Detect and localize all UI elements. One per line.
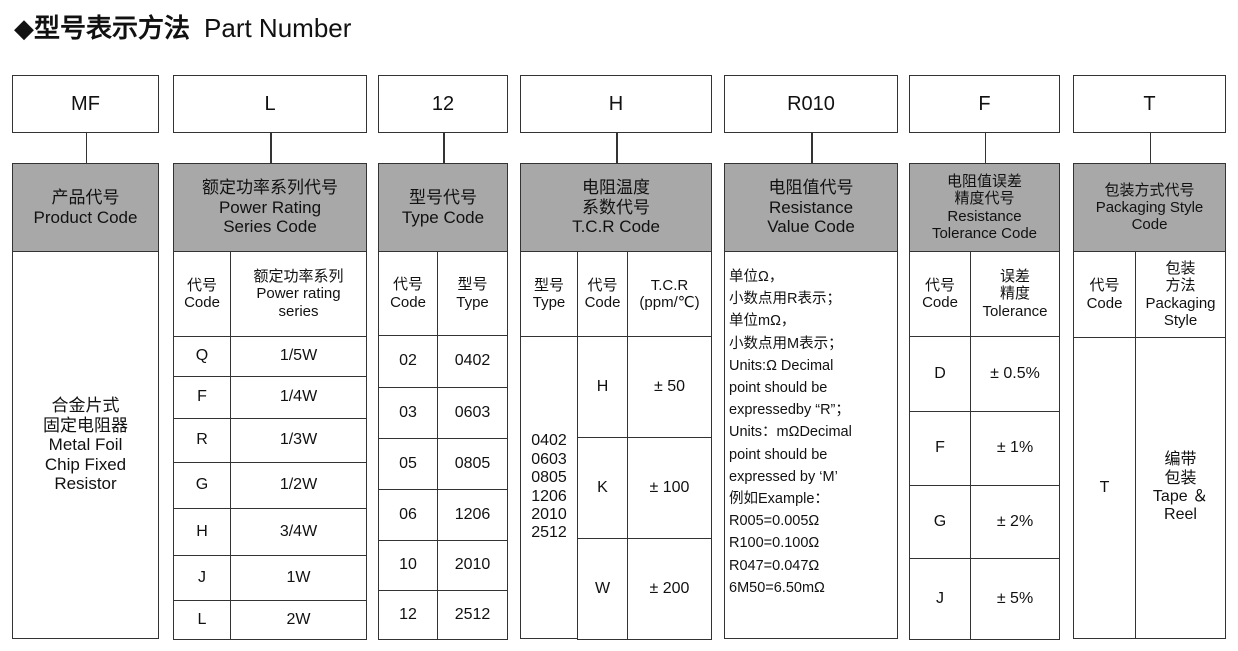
row-code: 03 bbox=[378, 387, 438, 439]
header-resistance-value: 电阻值代号 Resistance Value Code bbox=[724, 163, 898, 252]
col-code: 代号 Code bbox=[577, 251, 628, 337]
header-product-code: 产品代号 Product Code bbox=[12, 163, 159, 252]
code-box: R010 bbox=[724, 75, 898, 133]
row-code: G bbox=[909, 485, 971, 559]
connector-line bbox=[270, 132, 272, 164]
row-code: T bbox=[1073, 337, 1136, 639]
col-type: 型号 Type bbox=[520, 251, 578, 337]
header-tolerance-code: 电阻值误差 精度代号 Resistance Tolerance Code bbox=[909, 163, 1060, 252]
product-description: 合金片式 固定电阻器 Metal Foil Chip Fixed Resisto… bbox=[12, 251, 159, 639]
row-value: ± 0.5% bbox=[970, 336, 1060, 412]
row-value: 0402 bbox=[437, 335, 508, 388]
code-box: F bbox=[909, 75, 1060, 133]
diamond-icon: ◆ bbox=[14, 13, 34, 43]
col-packaging: 包装 方法 Packaging Style bbox=[1135, 251, 1226, 338]
header-tcr-code: 电阻温度 系数代号 T.C.R Code bbox=[520, 163, 712, 252]
row-value: 1/3W bbox=[230, 418, 367, 463]
row-code: H bbox=[577, 336, 628, 438]
connector-line bbox=[984, 132, 986, 164]
row-code: F bbox=[909, 411, 971, 486]
connector-line bbox=[85, 132, 87, 164]
col-tolerance: 误差 精度 Tolerance bbox=[970, 251, 1060, 337]
code-box: 12 bbox=[378, 75, 508, 133]
row-code: L bbox=[173, 600, 231, 640]
row-code: 10 bbox=[378, 540, 438, 591]
row-code: 05 bbox=[378, 438, 438, 490]
row-value: 编带 包装 Tape ＆ Reel bbox=[1135, 337, 1226, 639]
row-value: ± 100 bbox=[627, 437, 712, 539]
title-en: Part Number bbox=[204, 13, 352, 43]
row-code: 06 bbox=[378, 489, 438, 541]
connector-line bbox=[443, 132, 445, 164]
connector-line bbox=[811, 132, 813, 164]
row-code: K bbox=[577, 437, 628, 539]
connector-line bbox=[1149, 132, 1151, 164]
header-packaging-style: 包装方式代号 Packaging Style Code bbox=[1073, 163, 1226, 252]
col-code: 代号 Code bbox=[909, 251, 971, 337]
row-code: G bbox=[173, 462, 231, 509]
row-value: ± 5% bbox=[970, 558, 1060, 640]
row-code: H bbox=[173, 508, 231, 556]
header-power-rating: 额定功率系列代号 Power Rating Series Code bbox=[173, 163, 367, 252]
code-box: H bbox=[520, 75, 712, 133]
type-list: 0402 0603 0805 1206 2010 2512 bbox=[520, 336, 578, 639]
row-value: 0603 bbox=[437, 387, 508, 439]
row-value: 2010 bbox=[437, 540, 508, 591]
col-tcr: T.C.R (ppm/℃) bbox=[627, 251, 712, 337]
code-box: T bbox=[1073, 75, 1226, 133]
title-zh: 型号表示方法 bbox=[34, 13, 191, 43]
row-value: 1/5W bbox=[230, 336, 367, 377]
row-value: 1W bbox=[230, 555, 367, 601]
row-code: F bbox=[173, 376, 231, 419]
row-code: J bbox=[173, 555, 231, 601]
col-power-series: 额定功率系列 Power rating series bbox=[230, 251, 367, 337]
code-box: MF bbox=[12, 75, 159, 133]
row-value: 2512 bbox=[437, 590, 508, 640]
row-value: ± 200 bbox=[627, 538, 712, 640]
page-title: ◆型号表示方法 Part Number bbox=[14, 8, 351, 45]
row-value: ± 50 bbox=[627, 336, 712, 438]
row-code: Q bbox=[173, 336, 231, 377]
row-code: D bbox=[909, 336, 971, 412]
row-value: 1206 bbox=[437, 489, 508, 541]
row-code: 12 bbox=[378, 590, 438, 640]
col-code: 代号 Code bbox=[173, 251, 231, 337]
header-type-code: 型号代号 Type Code bbox=[378, 163, 508, 252]
row-value: 1/4W bbox=[230, 376, 367, 419]
row-code: J bbox=[909, 558, 971, 640]
row-value: 2W bbox=[230, 600, 367, 640]
connector-line bbox=[616, 132, 618, 164]
row-value: 3/4W bbox=[230, 508, 367, 556]
row-value: ± 1% bbox=[970, 411, 1060, 486]
row-value: ± 2% bbox=[970, 485, 1060, 559]
row-value: 1/2W bbox=[230, 462, 367, 509]
col-code: 代号 Code bbox=[378, 251, 438, 336]
row-code: W bbox=[577, 538, 628, 640]
row-code: R bbox=[173, 418, 231, 463]
col-type: 型号 Type bbox=[437, 251, 508, 336]
row-code: 02 bbox=[378, 335, 438, 388]
resistance-description: 单位Ω， 小数点用R表示； 单位mΩ， 小数点用M表示； Units:Ω Dec… bbox=[724, 251, 898, 639]
row-value: 0805 bbox=[437, 438, 508, 490]
code-box: L bbox=[173, 75, 367, 133]
col-code: 代号 Code bbox=[1073, 251, 1136, 338]
